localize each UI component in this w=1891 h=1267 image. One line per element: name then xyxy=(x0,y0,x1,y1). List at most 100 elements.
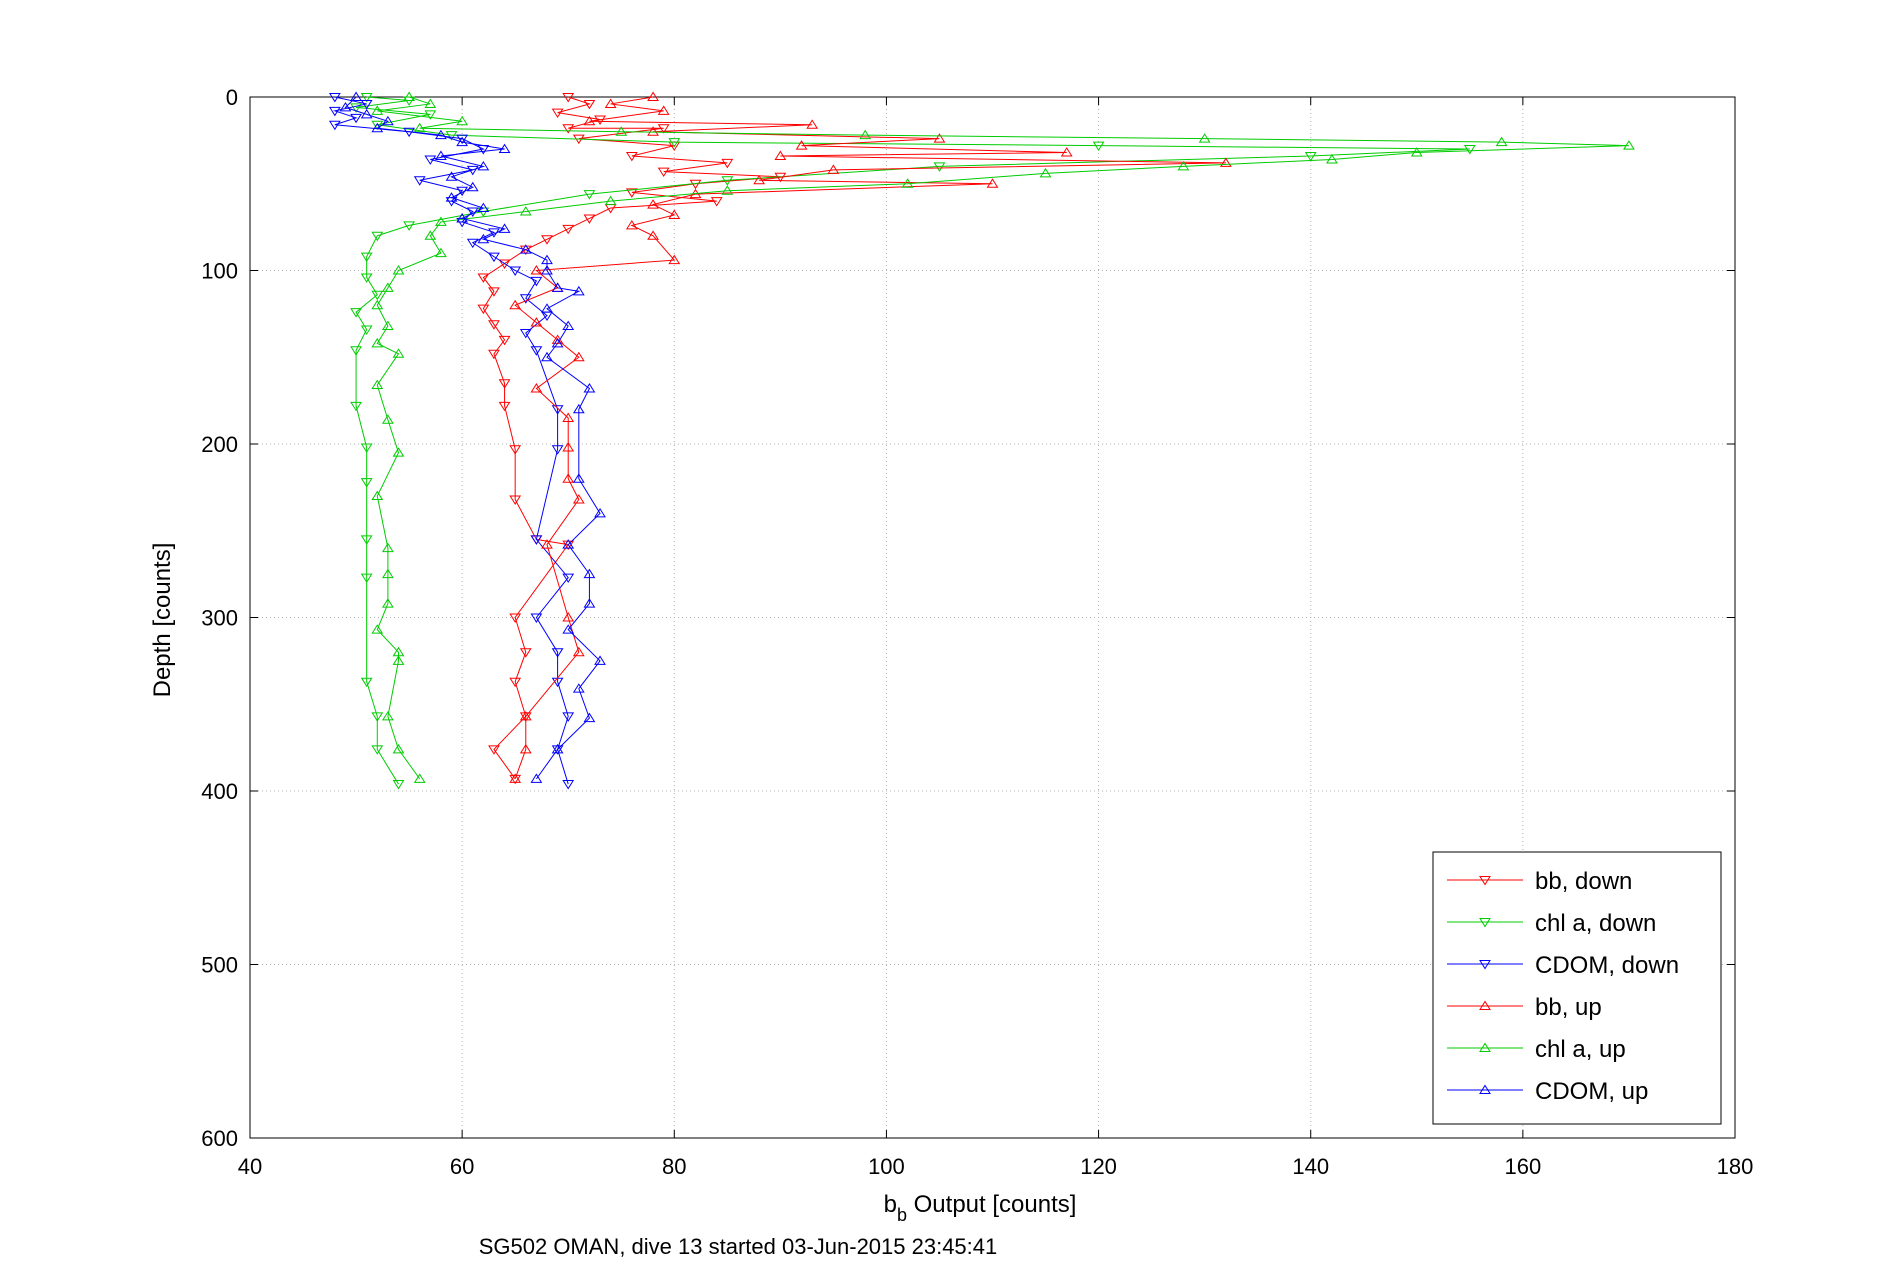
data-point xyxy=(360,99,373,110)
data-point xyxy=(413,773,426,783)
data-point xyxy=(541,539,553,549)
data-point xyxy=(477,304,490,315)
data-point xyxy=(519,244,532,254)
data-point xyxy=(360,93,373,103)
series-4 xyxy=(371,91,1635,783)
x-axis-label-subscript: b xyxy=(897,1205,907,1225)
legend-box xyxy=(1432,851,1722,1125)
data-point xyxy=(583,115,596,126)
grid-layer xyxy=(250,97,1735,1138)
data-point xyxy=(551,648,564,658)
data-point xyxy=(551,745,564,755)
data-point xyxy=(456,115,469,126)
data-point xyxy=(541,303,553,313)
data-point xyxy=(657,167,670,178)
x-axis-label-rest: Output [counts] xyxy=(907,1191,1076,1218)
data-point xyxy=(371,299,384,310)
data-point xyxy=(721,158,734,169)
data-point xyxy=(371,379,384,390)
x-tick-label: 80 xyxy=(662,1154,686,1179)
data-point xyxy=(572,403,585,414)
data-point xyxy=(350,346,362,356)
data-point xyxy=(392,655,405,665)
data-point xyxy=(551,108,564,119)
legend-label: chl a, up xyxy=(1535,1036,1626,1063)
legend-marker xyxy=(1479,1042,1491,1052)
data-point xyxy=(488,745,500,755)
legend-label: bb, down xyxy=(1535,868,1632,895)
data-point xyxy=(1304,151,1317,162)
legend-item: CDOM, down xyxy=(1447,952,1679,979)
data-point xyxy=(562,624,575,634)
data-point xyxy=(509,773,522,783)
data-point xyxy=(562,320,575,331)
data-point xyxy=(350,401,362,412)
data-point xyxy=(360,252,373,263)
data-point xyxy=(562,473,575,483)
data-point xyxy=(456,213,469,223)
data-point xyxy=(572,683,585,693)
legend-marker xyxy=(1479,1084,1491,1094)
legend-label: CDOM, up xyxy=(1535,1078,1648,1105)
data-point xyxy=(625,188,638,198)
data-point xyxy=(1219,157,1232,167)
data-point xyxy=(1623,140,1635,150)
data-point xyxy=(519,710,532,721)
data-point xyxy=(509,299,522,310)
chart-caption: SG502 OMAN, dive 13 started 03-Jun-2015 … xyxy=(479,1234,998,1259)
data-point xyxy=(509,266,522,276)
data-point xyxy=(657,105,670,115)
data-point xyxy=(562,539,575,549)
data-point xyxy=(371,490,384,501)
data-point xyxy=(625,219,638,230)
data-point xyxy=(371,624,384,634)
data-point xyxy=(933,133,946,143)
data-point xyxy=(403,221,416,231)
data-point xyxy=(562,124,575,134)
series-line xyxy=(355,96,1470,785)
data-point xyxy=(562,412,575,422)
data-point xyxy=(488,320,500,330)
data-point xyxy=(498,401,511,412)
data-point xyxy=(668,209,681,219)
data-point xyxy=(435,216,447,226)
data-point xyxy=(488,349,500,360)
data-point xyxy=(562,442,575,452)
data-point xyxy=(413,122,426,133)
data-point xyxy=(360,573,373,584)
data-point xyxy=(424,230,437,240)
data-point xyxy=(583,214,596,224)
data-point xyxy=(392,348,405,358)
data-point xyxy=(498,143,511,154)
series-line xyxy=(332,96,569,785)
data-point xyxy=(572,646,585,657)
data-point xyxy=(413,176,426,186)
data-point xyxy=(562,224,575,235)
legend-item: bb, up xyxy=(1447,994,1602,1021)
data-point xyxy=(668,254,681,265)
x-tick-label: 60 xyxy=(450,1154,474,1179)
data-point xyxy=(371,290,384,301)
data-point xyxy=(551,743,564,754)
data-point xyxy=(435,150,447,160)
data-point xyxy=(519,328,532,339)
data-point xyxy=(572,494,585,504)
y-axis-label: Depth [counts] xyxy=(149,543,176,698)
data-point xyxy=(381,568,394,579)
data-point xyxy=(360,677,373,688)
x-axis-label-main: b xyxy=(884,1191,897,1218)
data-point xyxy=(572,351,585,362)
data-point xyxy=(477,273,490,283)
data-point xyxy=(392,265,405,275)
data-point xyxy=(498,259,511,270)
data-point xyxy=(541,265,553,275)
data-point xyxy=(477,233,490,244)
data-point xyxy=(371,712,384,722)
data-point xyxy=(381,115,394,126)
data-point xyxy=(350,113,362,124)
data-point xyxy=(657,124,670,134)
legend-item: bb, down xyxy=(1447,868,1632,895)
data-point xyxy=(594,655,606,665)
data-point xyxy=(381,710,394,721)
